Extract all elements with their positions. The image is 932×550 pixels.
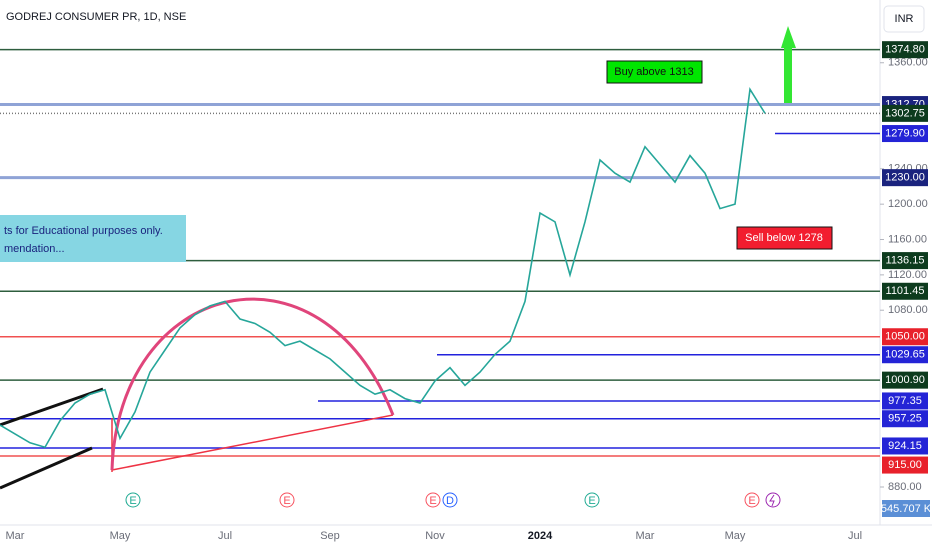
x-tick-label: Sep: [320, 530, 340, 542]
event-label[interactable]: E: [429, 495, 436, 507]
series: [0, 86, 766, 449]
level-label-box: [882, 41, 928, 59]
event-marker[interactable]: [425, 492, 441, 508]
buy-box: [606, 60, 703, 84]
level-label: 977.35: [888, 395, 922, 407]
level-label: 1136.15: [886, 255, 925, 267]
event-marker[interactable]: [125, 492, 141, 508]
note-box: [0, 215, 186, 262]
level-label-box: [882, 104, 928, 122]
level-label: 1000.90: [885, 374, 925, 386]
buy-text: Buy above 1313: [614, 66, 694, 78]
level-label: 1230.00: [885, 172, 925, 184]
note-text: mendation...: [4, 243, 65, 255]
chart-title: GODREJ CONSUMER PR, 1D, NSE: [6, 11, 186, 23]
up-arrow: [781, 26, 796, 103]
level-label-box: [882, 252, 928, 270]
event-marker[interactable]: [765, 492, 781, 508]
x-tick-label: Jul: [218, 530, 232, 542]
level-label: 1279.90: [885, 127, 925, 139]
trend-line: [0, 446, 93, 490]
level-label: 1101.45: [886, 285, 925, 297]
volume-label-box: [882, 500, 930, 517]
level-label: 1302.75: [885, 107, 925, 119]
level-label-box: [882, 437, 928, 455]
level-label-box: [882, 410, 928, 428]
level-label-box: [882, 125, 928, 143]
price-line: [0, 86, 766, 449]
arc-pattern: [110, 297, 395, 471]
level-label: 1374.80: [885, 44, 925, 56]
event-icon: [769, 494, 775, 507]
event-marker[interactable]: [584, 492, 600, 508]
level-label-box: [882, 282, 928, 300]
levels: [0, 48, 880, 457]
y-tick-label: 1080.00: [888, 304, 928, 316]
x-tick-label: May: [725, 530, 746, 542]
level-label-box: [882, 328, 928, 346]
x-tick-label: May: [110, 530, 131, 542]
level-label-box: [882, 392, 928, 410]
x-tick-label: Jul: [848, 530, 862, 542]
level-label-box: [882, 169, 928, 187]
event-label[interactable]: E: [748, 495, 755, 507]
y-tick-label: 1120.00: [888, 269, 927, 281]
x-tick-label: Nov: [425, 530, 445, 542]
y-tick-label: 1160.00: [888, 233, 927, 245]
trend-line: [0, 387, 104, 427]
event-label[interactable]: E: [129, 495, 136, 507]
event-marker[interactable]: [744, 492, 760, 508]
level-label-box: [882, 371, 928, 389]
event-label[interactable]: E: [283, 495, 290, 507]
sell-text: Sell below 1278: [745, 232, 823, 244]
level-label: 1029.65: [885, 349, 925, 361]
x-tick-label: Mar: [6, 530, 25, 542]
y-tick-label: 1360.00: [888, 57, 928, 69]
level-label-box: [882, 456, 928, 474]
currency-label[interactable]: INR: [895, 13, 914, 25]
sell-box: [736, 226, 833, 250]
level-label-box: [882, 346, 928, 364]
y-tick-label: 880.00: [888, 481, 922, 493]
level-label: 1050.00: [885, 331, 925, 343]
x-tick-label: Mar: [636, 530, 655, 542]
event-marker[interactable]: [442, 492, 458, 508]
event-marker[interactable]: [279, 492, 295, 508]
event-label[interactable]: D: [446, 495, 454, 507]
y-tick-label: 1200.00: [888, 198, 928, 210]
level-label: 957.25: [888, 413, 922, 425]
volume-label: 545.707 K: [881, 503, 932, 515]
x-tick-label: 2024: [528, 530, 553, 542]
currency-button[interactable]: [883, 5, 925, 33]
event-label[interactable]: E: [588, 495, 595, 507]
level-label: 924.15: [888, 440, 922, 452]
level-label: 915.00: [888, 459, 922, 471]
note-text: ts for Educational purposes only.: [4, 225, 163, 237]
